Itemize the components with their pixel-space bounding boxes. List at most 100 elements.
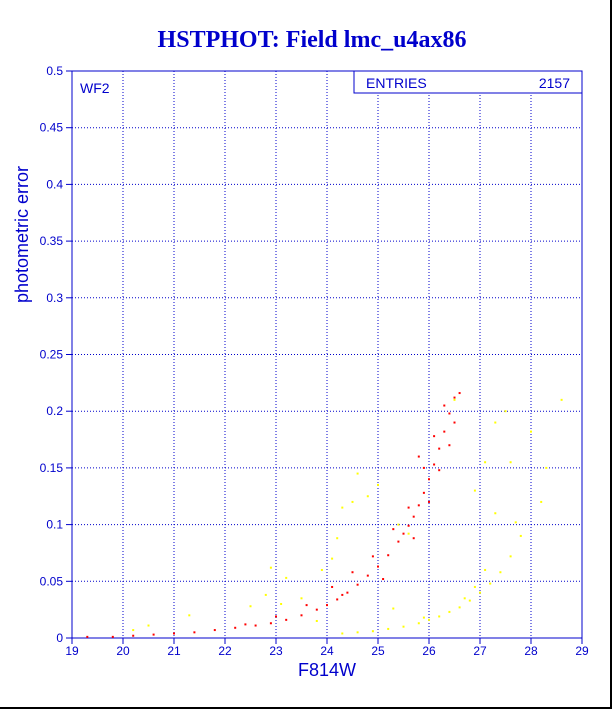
data-point [356, 472, 359, 475]
data-point [111, 635, 114, 638]
data-point [473, 585, 476, 588]
data-point [285, 576, 288, 579]
data-point [443, 430, 446, 433]
data-point [351, 500, 354, 503]
data-point [264, 593, 267, 596]
data-point [509, 555, 512, 558]
grid-layer [72, 71, 582, 638]
data-point [407, 532, 410, 535]
data-point [509, 461, 512, 464]
x-axis-label: F814W [298, 660, 356, 680]
data-point [453, 398, 456, 401]
stats-box: ENTRIES 2157 [353, 70, 583, 94]
data-point [443, 404, 446, 407]
data-point [351, 571, 354, 574]
data-point [213, 629, 216, 632]
data-point [458, 392, 461, 395]
data-point [387, 554, 390, 557]
data-point [300, 597, 303, 600]
chart-title: HSTPHOT: Field lmc_u4ax86 [158, 27, 467, 53]
data-point [479, 591, 481, 594]
x-tick-label: 25 [371, 644, 385, 658]
data-point [484, 461, 487, 464]
data-point [305, 604, 308, 607]
data-point [336, 598, 339, 601]
y-tick-label: 0 [56, 631, 63, 645]
chip-label: WF2 [80, 80, 110, 96]
data-point [132, 629, 135, 632]
x-tick-label: 20 [116, 644, 130, 658]
y-tick-label: 0.45 [40, 121, 64, 135]
data-point [249, 605, 252, 608]
data-point [382, 578, 385, 581]
data-point [331, 585, 334, 588]
data-point [188, 614, 191, 617]
data-point [402, 532, 405, 535]
data-point [275, 615, 277, 618]
data-point [489, 582, 492, 585]
data-point [356, 631, 359, 634]
x-tick-label: 26 [422, 644, 436, 658]
data-point [269, 566, 272, 569]
data-point [269, 622, 272, 625]
data-point [545, 466, 548, 469]
data-point [453, 396, 456, 399]
data-point [473, 489, 476, 492]
y-tick-label: 0.3 [46, 291, 63, 305]
data-point [422, 491, 425, 494]
data-point [412, 537, 415, 540]
data-point [366, 495, 369, 498]
data-point [366, 574, 369, 577]
data-point [371, 630, 374, 633]
data-point [371, 555, 374, 558]
data-point [458, 606, 461, 609]
data-point [234, 626, 237, 629]
y-axis-label: photometric error [12, 166, 32, 303]
data-point [285, 618, 288, 621]
data-point [438, 469, 441, 472]
x-tick-label: 29 [575, 644, 589, 658]
data-point [147, 624, 150, 627]
data-point [540, 500, 543, 503]
data-point [387, 627, 390, 630]
data-point [320, 568, 323, 571]
data-point [356, 583, 359, 586]
x-tick-label: 27 [473, 644, 487, 658]
stats-entries-label: ENTRIES [366, 75, 427, 91]
x-tick-label: 23 [269, 644, 283, 658]
data-point [438, 615, 441, 618]
data-point [407, 506, 410, 509]
data-point [397, 540, 400, 543]
y-tick-label: 0.4 [46, 177, 63, 191]
data-point [519, 534, 522, 537]
x-tick-label: 21 [167, 644, 181, 658]
data-point [392, 607, 395, 610]
data-point [422, 616, 425, 619]
data-point [433, 463, 436, 466]
data-point [499, 571, 502, 574]
x-tick-label: 19 [65, 644, 79, 658]
data-point [254, 624, 257, 627]
data-point [428, 618, 430, 621]
data-point [377, 565, 379, 568]
data-point [326, 604, 328, 607]
x-tick-label: 24 [320, 644, 334, 658]
data-point [514, 521, 517, 524]
data-point [433, 435, 436, 438]
data-point [152, 633, 155, 636]
data-point [494, 512, 497, 515]
x-tick-label: 28 [524, 644, 538, 658]
data-point [422, 466, 425, 469]
y-tick-label: 0.15 [40, 461, 64, 475]
data-point [494, 421, 497, 424]
data-point [331, 557, 334, 560]
y-tick-label: 0.1 [46, 518, 63, 532]
data-point [397, 523, 400, 526]
data-point [336, 537, 339, 540]
data-point [448, 444, 451, 447]
y-tick-label: 0.2 [46, 404, 63, 418]
data-point [468, 599, 471, 602]
data-point [504, 410, 507, 413]
data-point [417, 504, 420, 507]
